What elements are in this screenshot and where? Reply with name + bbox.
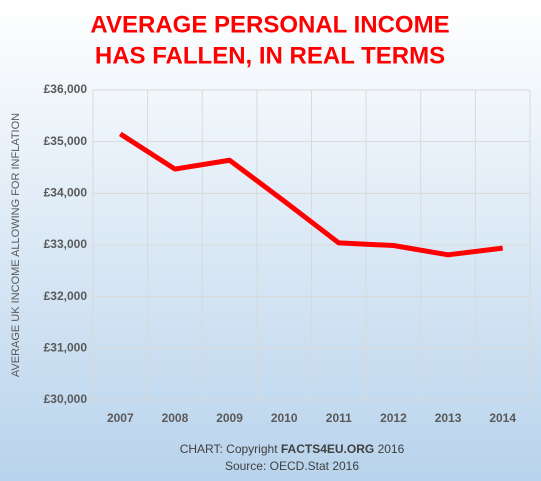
y-tick-label: £32,000: [44, 289, 88, 303]
y-tick-label: £34,000: [44, 186, 88, 200]
data-line: [118, 131, 503, 258]
x-tick-label: 2007: [107, 411, 134, 425]
y-tick-label: £30,000: [44, 392, 88, 406]
x-tick-label: 2012: [380, 411, 407, 425]
chart-title: AVERAGE PERSONAL INCOME: [90, 11, 449, 38]
source: Source: OECD.Stat 2016: [225, 459, 359, 473]
x-tick-label: 2009: [216, 411, 243, 425]
x-tick-label: 2014: [489, 411, 516, 425]
credit-prefix: CHART: Copyright: [180, 442, 281, 456]
y-tick-label: £36,000: [44, 82, 88, 96]
chart-title: HAS FALLEN, IN REAL TERMS: [95, 42, 445, 69]
y-tick-label: £31,000: [44, 341, 88, 355]
x-tick-label: 2010: [271, 411, 298, 425]
credit: CHART: Copyright FACTS4EU.ORG 2016: [180, 442, 405, 456]
x-tick-label: 2011: [326, 411, 352, 425]
credit-site: FACTS4EU.ORG: [281, 442, 374, 456]
y-axis-label: AVERAGE UK INCOME ALLOWING FOR INFLATION: [10, 113, 22, 377]
y-tick-label: £35,000: [44, 134, 88, 148]
y-tick-label: £33,000: [44, 237, 88, 251]
x-tick-label: 2013: [435, 411, 462, 425]
credit-suffix: 2016: [374, 442, 404, 456]
x-tick-label: 2008: [162, 411, 189, 425]
